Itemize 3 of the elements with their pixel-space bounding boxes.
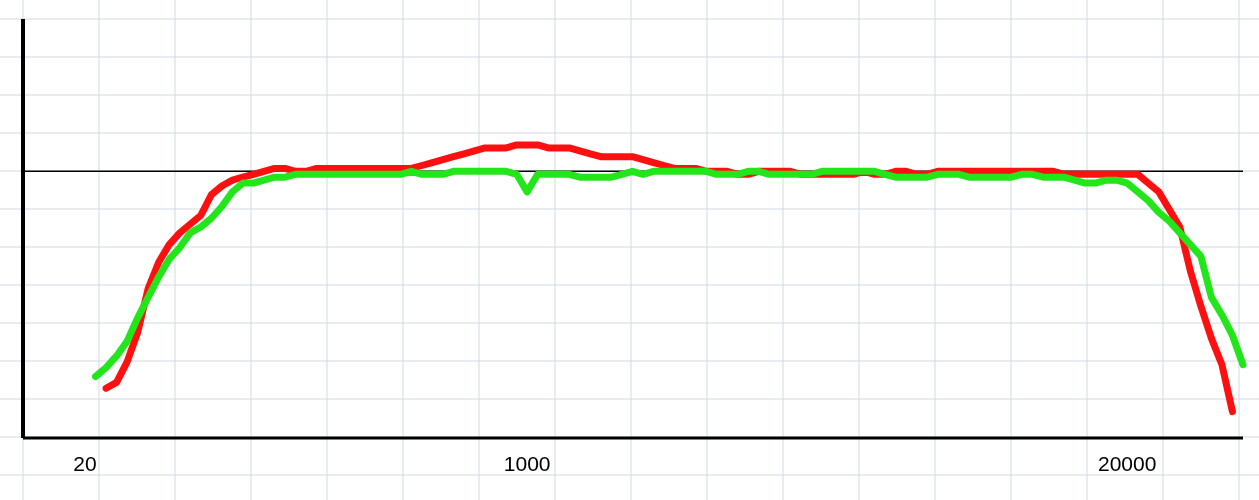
x-tick-label: 20000 xyxy=(1098,451,1157,475)
x-tick-label: 20 xyxy=(73,451,97,475)
x-tick-label: 1000 xyxy=(503,451,551,475)
